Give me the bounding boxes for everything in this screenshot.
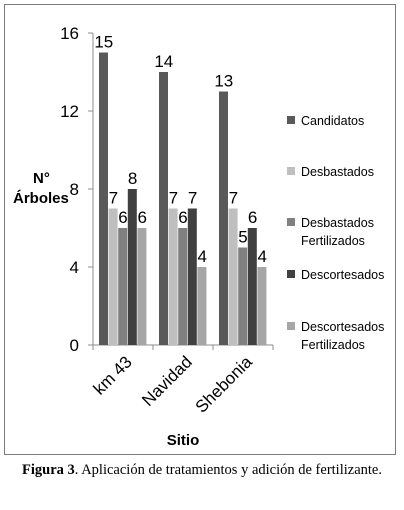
category-label: km 43 xyxy=(90,352,136,398)
y-axis-title-line1: N° xyxy=(33,170,50,187)
chart-frame: 0 4 8 12 16 15 7 6 8 6 14 7 6 7 4 13 7 5 6 4 km 43 Navidad S… xyxy=(4,4,396,455)
bar xyxy=(99,52,108,345)
legend-label: Desbastados xyxy=(301,165,374,179)
data-label: 6 xyxy=(178,208,187,227)
bar xyxy=(127,189,137,345)
data-label: 8 xyxy=(128,169,137,188)
data-label: 7 xyxy=(109,189,118,208)
category-label: Shebonia xyxy=(192,352,257,417)
legend-label: Descortesados xyxy=(301,320,384,334)
y-tick-label: 0 xyxy=(70,336,79,355)
data-label: 4 xyxy=(257,247,266,266)
legend-swatch xyxy=(287,167,295,175)
legend: Candidatos Desbastados Desbastados Fertiliz… xyxy=(287,114,384,352)
data-label: 7 xyxy=(169,189,178,208)
data-label: 4 xyxy=(197,247,206,266)
bar xyxy=(197,267,207,345)
data-label: 7 xyxy=(229,189,238,208)
category-label: Navidad xyxy=(138,352,196,410)
figure-caption: Figura 3. Aplicación de tratamientos y a… xyxy=(22,462,392,479)
bar xyxy=(159,72,168,345)
data-label: 6 xyxy=(118,208,127,227)
legend-label: Descortesados xyxy=(301,268,384,282)
data-label: 7 xyxy=(188,189,197,208)
legend-swatch xyxy=(287,116,295,124)
caption-text: . Aplicación de tratamientos y adición d… xyxy=(74,462,382,478)
legend-label: Desbastados xyxy=(301,216,374,230)
bar xyxy=(168,208,178,345)
bars xyxy=(99,52,267,345)
data-label: 6 xyxy=(137,208,146,227)
y-axis-title-line2: Árboles xyxy=(13,190,69,207)
bar xyxy=(137,228,147,345)
bar xyxy=(219,91,228,345)
x-axis-title: Sitio xyxy=(167,432,200,449)
legend-swatch xyxy=(287,322,295,330)
y-ticks: 0 4 8 12 16 xyxy=(60,24,93,355)
bar xyxy=(118,228,128,345)
legend-label-line2: Fertilizados xyxy=(301,338,365,352)
legend-label-line2: Fertilizados xyxy=(301,234,365,248)
bar xyxy=(108,208,118,345)
data-label: 13 xyxy=(214,72,233,91)
bar xyxy=(238,247,248,345)
y-tick-label: 16 xyxy=(60,24,79,43)
y-tick-label: 4 xyxy=(70,258,79,277)
y-tick-label: 8 xyxy=(70,180,79,199)
bar xyxy=(178,228,188,345)
legend-swatch xyxy=(287,218,295,226)
x-ticks xyxy=(92,345,274,350)
data-label: 5 xyxy=(238,228,247,247)
legend-label: Candidatos xyxy=(301,114,364,128)
bar xyxy=(228,208,238,345)
bar xyxy=(187,208,197,345)
bar xyxy=(257,267,267,345)
legend-swatch xyxy=(287,270,295,278)
caption-label: Figura 3 xyxy=(22,462,75,478)
data-label: 14 xyxy=(154,52,173,71)
data-label: 6 xyxy=(248,208,257,227)
data-label: 15 xyxy=(94,33,113,52)
y-tick-label: 12 xyxy=(60,102,79,121)
bar xyxy=(247,228,257,345)
